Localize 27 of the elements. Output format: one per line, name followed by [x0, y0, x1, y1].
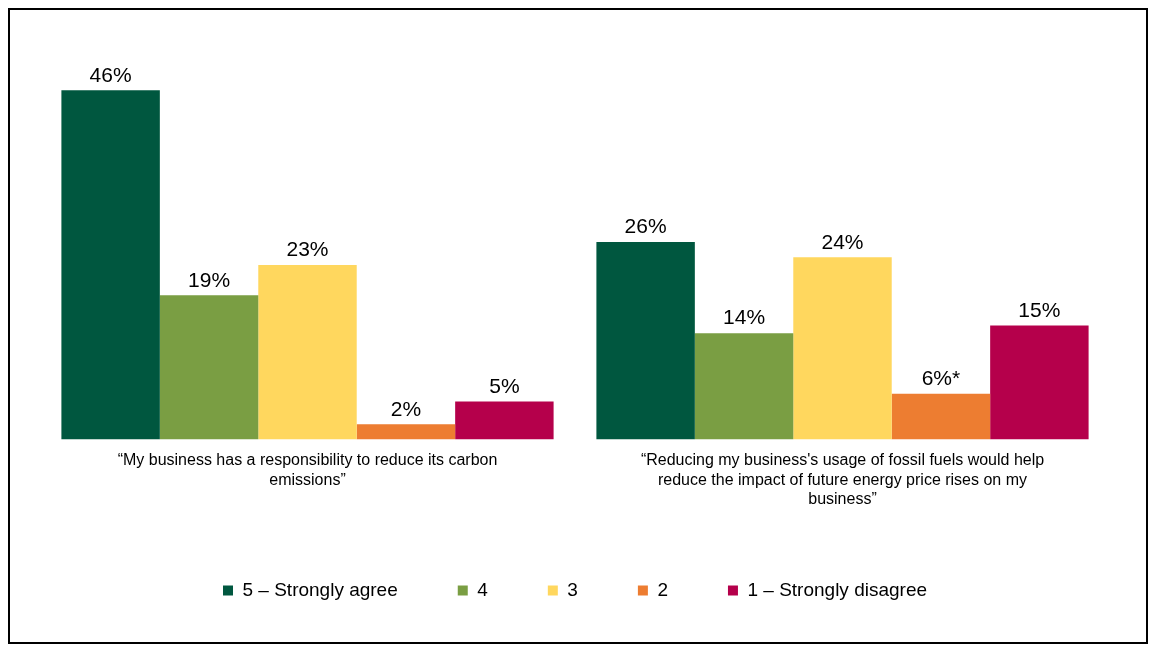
bar — [258, 264, 357, 440]
bar — [356, 424, 456, 440]
bar — [891, 393, 991, 440]
bar — [694, 333, 794, 440]
data-label: 15% — [1018, 297, 1061, 321]
data-label: 23% — [286, 237, 329, 261]
data-label: 24% — [821, 229, 864, 253]
legend-label: 2 — [657, 578, 668, 600]
data-label: 19% — [188, 267, 231, 291]
data-label: 6%* — [921, 366, 961, 390]
legend-label: 4 — [477, 578, 489, 600]
data-label: 46% — [89, 62, 132, 86]
bar — [990, 325, 1089, 440]
data-label: 14% — [723, 305, 766, 329]
data-label: 26% — [624, 214, 667, 238]
data-label: 5% — [489, 373, 520, 397]
data-label: 2% — [390, 396, 422, 420]
bar — [596, 242, 695, 440]
legend-label: 3 — [567, 578, 578, 600]
legend-label: 5 – Strongly agree — [242, 578, 398, 600]
x-tick-label: “Reducing my business's usage of fossil fuels would help reduce the impact of future energy price rises on my business” — [640, 451, 1045, 507]
legend-label: 1 – Strongly disagree — [747, 578, 928, 600]
bar — [61, 90, 160, 440]
bar — [455, 401, 554, 440]
x-tick-label: “My business has a responsibility to reduce its carbon emissions” — [117, 451, 498, 488]
bar — [159, 295, 259, 440]
bar — [793, 257, 892, 440]
